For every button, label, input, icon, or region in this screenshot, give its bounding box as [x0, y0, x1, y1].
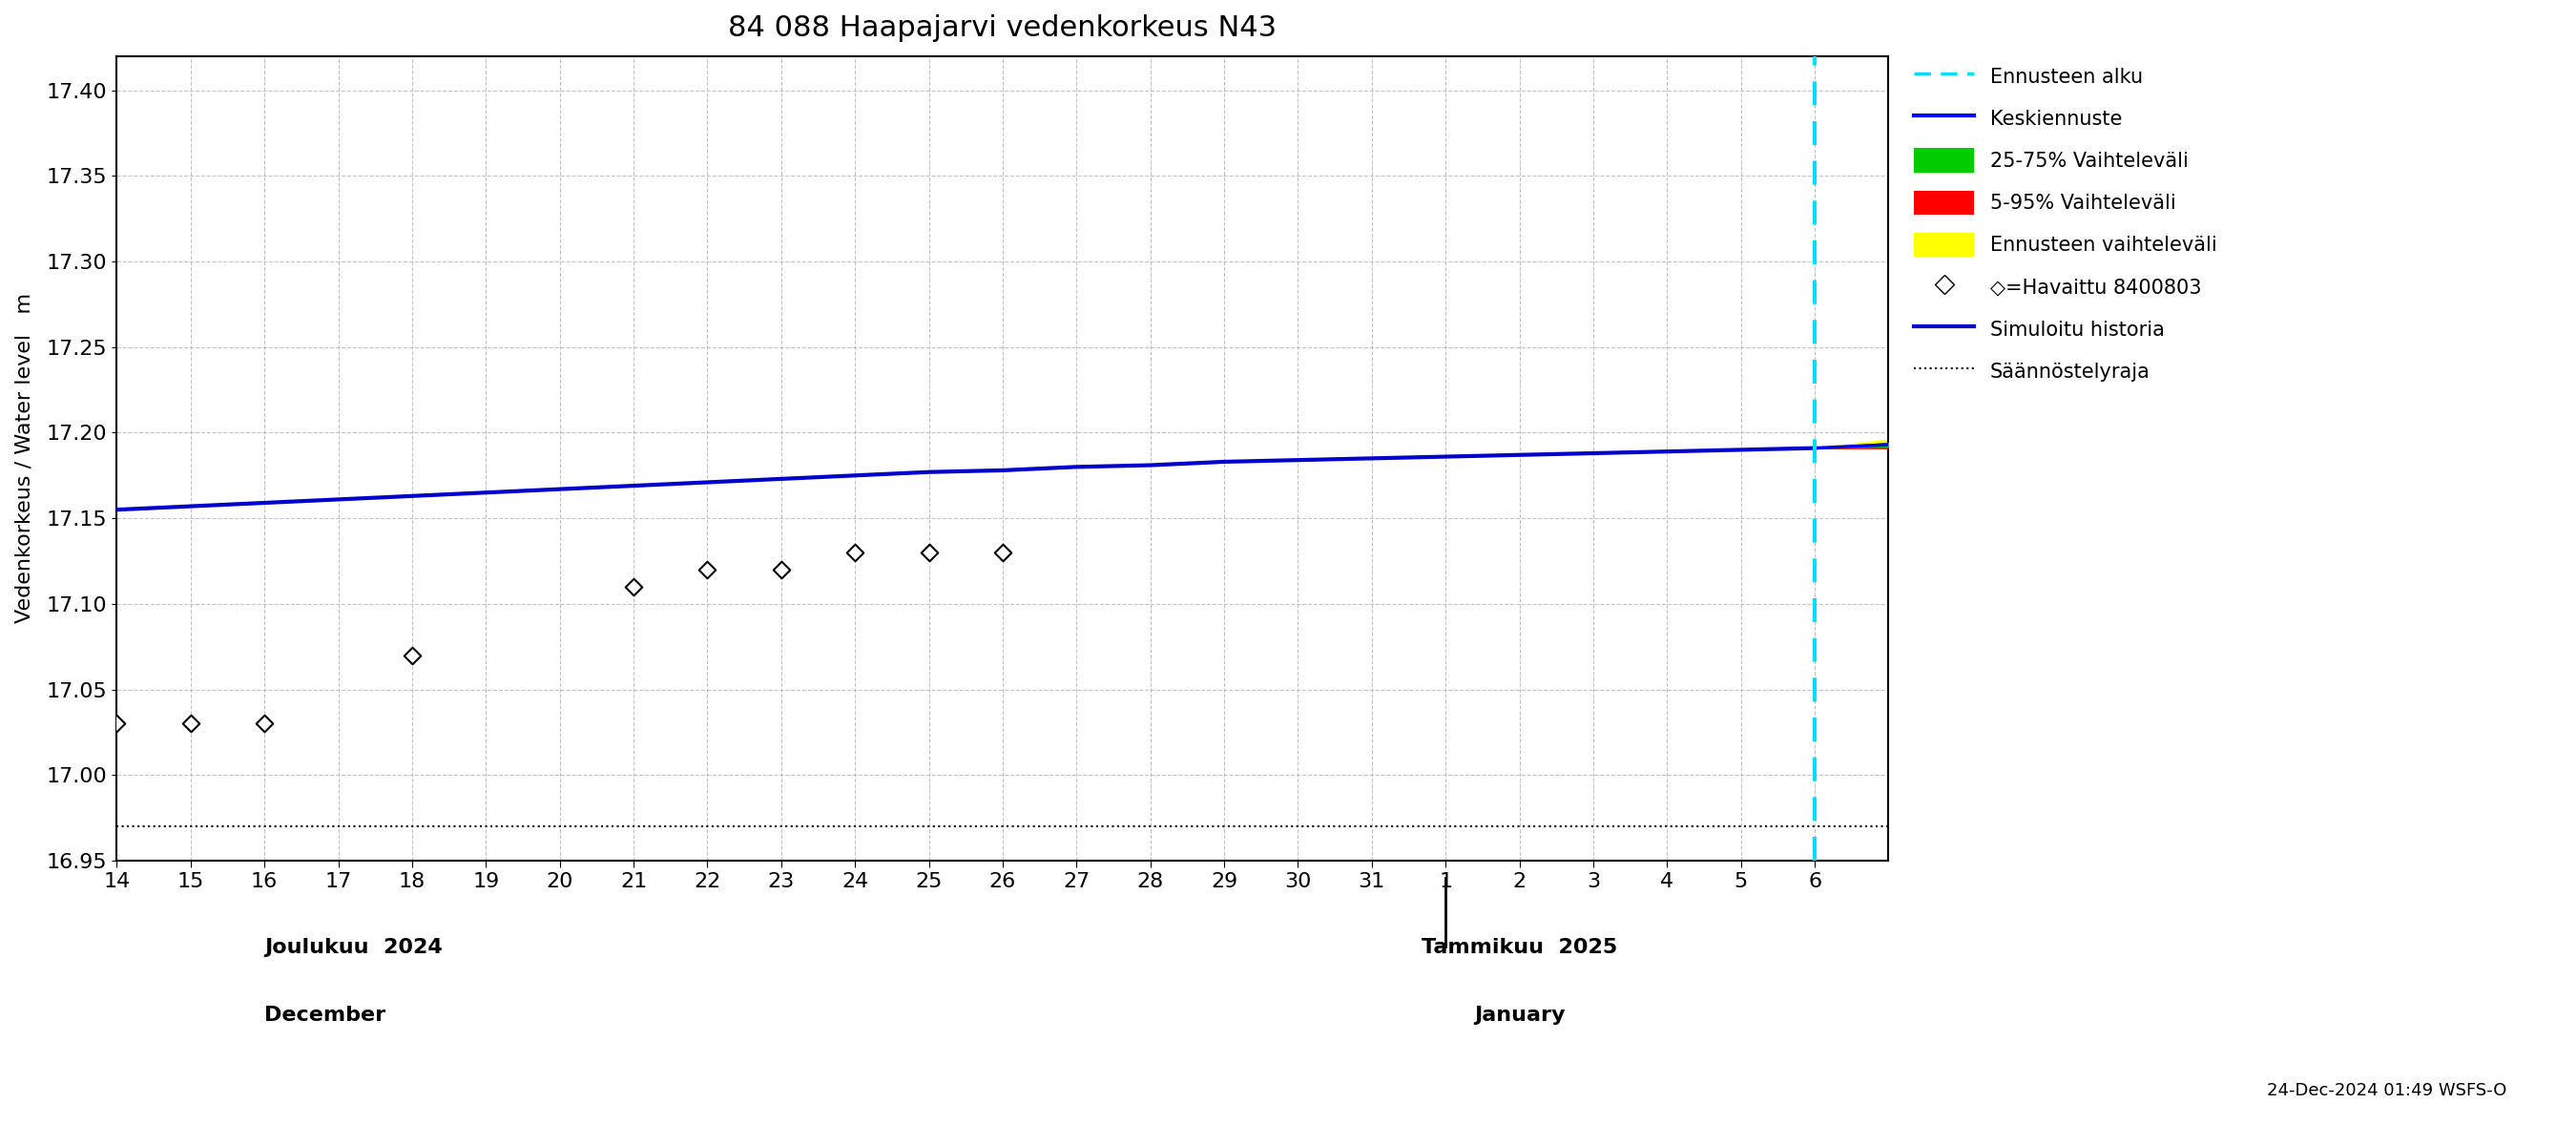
Text: December: December	[265, 1006, 386, 1025]
Text: Joulukuu  2024: Joulukuu 2024	[265, 938, 443, 957]
Point	[688, 560, 729, 578]
Point	[909, 544, 951, 562]
Legend: Ennusteen alku, Keskiennuste, 25-75% Vaihteleväli, 5-95% Vaihteleväli, Ennusteen: Ennusteen alku, Keskiennuste, 25-75% Vai…	[1906, 56, 2226, 392]
Point	[835, 544, 876, 562]
Text: 24-Dec-2024 01:49 WSFS-O: 24-Dec-2024 01:49 WSFS-O	[2267, 1082, 2506, 1099]
Point	[981, 544, 1023, 562]
Point	[392, 646, 433, 664]
Point	[760, 560, 801, 578]
Y-axis label: Vedenkorkeus / Water level   m: Vedenkorkeus / Water level m	[15, 293, 33, 624]
Point	[613, 577, 654, 595]
Point	[170, 714, 211, 733]
Text: January: January	[1473, 1006, 1566, 1025]
Text: Tammikuu  2025: Tammikuu 2025	[1422, 938, 1618, 957]
Point	[245, 714, 286, 733]
Title: 84 088 Haapajarvi vedenkorkeus N43: 84 088 Haapajarvi vedenkorkeus N43	[729, 14, 1278, 42]
Point	[95, 714, 137, 733]
